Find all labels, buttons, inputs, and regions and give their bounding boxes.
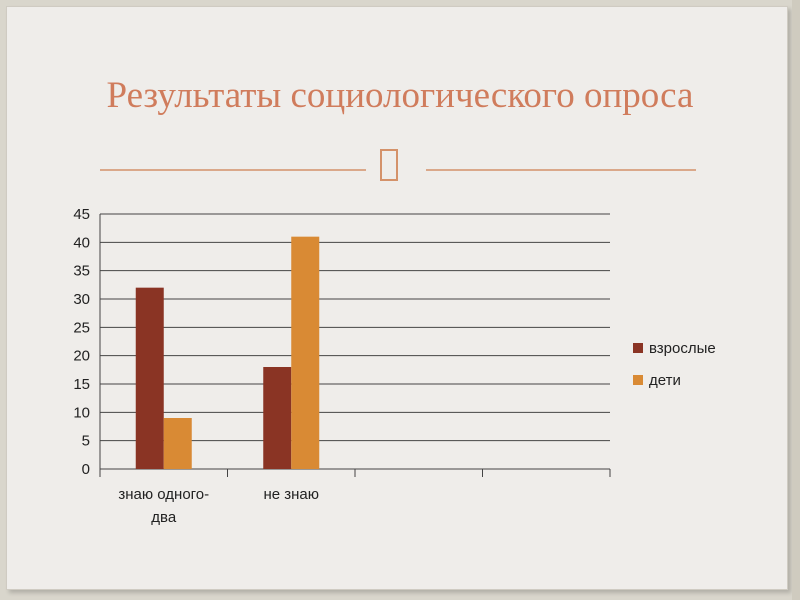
y-tick-label: 45: [73, 206, 90, 223]
y-tick-label: 20: [73, 348, 90, 365]
legend-label: дети: [649, 372, 681, 389]
bar-adults: [263, 367, 292, 469]
y-tick-label: 25: [73, 319, 90, 336]
slide-title: Результаты социологического опроса: [106, 75, 694, 116]
bar-adults: [135, 287, 164, 469]
y-tick-label: 35: [73, 263, 90, 280]
bar-children: [163, 418, 192, 469]
ornament-icon: [380, 149, 398, 181]
legend-swatch: [633, 343, 643, 353]
y-tick-label: 5: [82, 433, 90, 450]
bar-children: [291, 236, 320, 469]
y-tick-label: 10: [73, 404, 90, 421]
y-tick-label: 0: [82, 461, 90, 478]
legend-swatch: [633, 375, 643, 385]
x-category-label: знаю одного-два: [118, 486, 209, 526]
y-tick-label: 30: [73, 291, 90, 308]
y-tick-label: 40: [73, 234, 90, 251]
y-tick-label: 15: [73, 376, 90, 393]
side-band: [792, 0, 800, 600]
title-divider: [100, 149, 696, 181]
legend-label: взрослые: [649, 340, 716, 357]
x-category-label: не знаю: [263, 486, 319, 503]
